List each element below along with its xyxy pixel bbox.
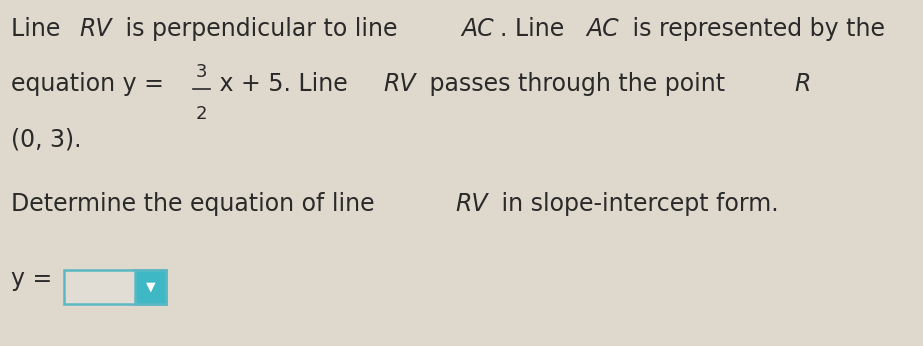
Text: y =: y =: [11, 267, 53, 291]
FancyBboxPatch shape: [65, 270, 166, 304]
Text: RV: RV: [455, 192, 487, 216]
Text: (0, 3).: (0, 3).: [11, 127, 81, 151]
Text: 3: 3: [196, 63, 208, 81]
Text: R: R: [794, 72, 810, 96]
Text: RV: RV: [79, 17, 112, 41]
FancyBboxPatch shape: [135, 270, 166, 304]
Text: AC: AC: [586, 17, 618, 41]
Text: ▼: ▼: [146, 281, 155, 293]
Text: AC: AC: [462, 17, 494, 41]
Text: Line: Line: [11, 17, 68, 41]
Text: RV: RV: [383, 72, 416, 96]
Text: is perpendicular to line: is perpendicular to line: [118, 17, 405, 41]
Text: 2: 2: [196, 105, 208, 123]
Text: passes through the point: passes through the point: [423, 72, 733, 96]
Text: x + 5. Line: x + 5. Line: [212, 72, 355, 96]
Text: Determine the equation of line: Determine the equation of line: [11, 192, 382, 216]
Text: . Line: . Line: [500, 17, 572, 41]
Text: is represented by the: is represented by the: [625, 17, 885, 41]
Text: in slope-intercept form.: in slope-intercept form.: [494, 192, 779, 216]
Text: equation y =: equation y =: [11, 72, 169, 96]
